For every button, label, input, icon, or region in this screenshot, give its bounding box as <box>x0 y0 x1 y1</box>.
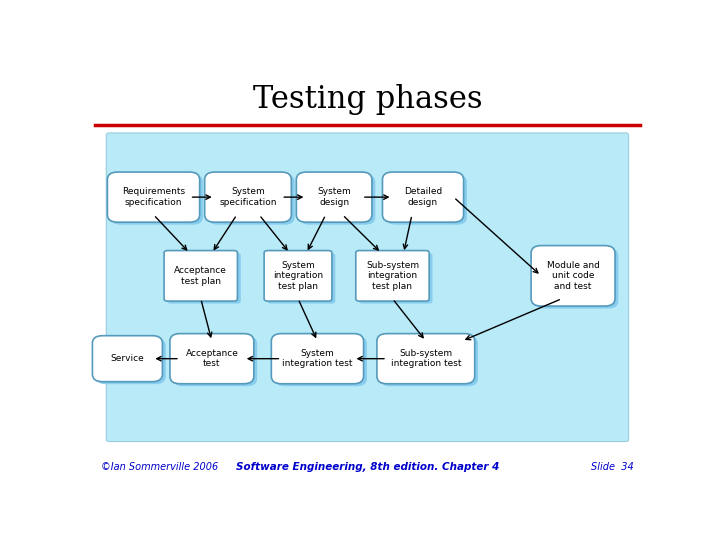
FancyBboxPatch shape <box>204 172 291 222</box>
FancyBboxPatch shape <box>267 253 336 303</box>
FancyBboxPatch shape <box>377 334 475 384</box>
Text: Module and
unit code
and test: Module and unit code and test <box>546 261 599 291</box>
FancyBboxPatch shape <box>531 245 615 306</box>
Text: ©Ian Sommerville 2006: ©Ian Sommerville 2006 <box>100 462 218 472</box>
Text: Software Engineering, 8th edition. Chapter 4: Software Engineering, 8th edition. Chapt… <box>236 462 499 472</box>
FancyBboxPatch shape <box>359 253 432 303</box>
Text: System
design: System design <box>317 187 351 207</box>
Text: System
integration test: System integration test <box>282 349 353 369</box>
Text: System
specification: System specification <box>219 187 277 207</box>
FancyBboxPatch shape <box>174 336 257 386</box>
FancyBboxPatch shape <box>92 336 163 381</box>
Text: Testing phases: Testing phases <box>252 84 483 115</box>
FancyBboxPatch shape <box>380 336 478 386</box>
FancyBboxPatch shape <box>108 172 199 222</box>
FancyBboxPatch shape <box>275 336 367 386</box>
FancyBboxPatch shape <box>300 174 375 225</box>
FancyBboxPatch shape <box>168 253 241 303</box>
FancyBboxPatch shape <box>271 334 364 384</box>
Text: Slide  34: Slide 34 <box>592 462 634 472</box>
FancyBboxPatch shape <box>170 334 254 384</box>
Text: Detailed
design: Detailed design <box>404 187 442 207</box>
Text: Acceptance
test plan: Acceptance test plan <box>174 266 227 286</box>
Text: System
integration
test plan: System integration test plan <box>273 261 323 291</box>
Text: Sub-system
integration
test plan: Sub-system integration test plan <box>366 261 419 291</box>
FancyBboxPatch shape <box>534 248 618 309</box>
FancyBboxPatch shape <box>264 251 332 301</box>
FancyBboxPatch shape <box>386 174 467 225</box>
Text: Requirements
specification: Requirements specification <box>122 187 185 207</box>
FancyBboxPatch shape <box>356 251 429 301</box>
Text: Sub-system
integration test: Sub-system integration test <box>391 349 461 369</box>
Text: Acceptance
test: Acceptance test <box>186 349 238 369</box>
FancyBboxPatch shape <box>106 133 629 442</box>
FancyBboxPatch shape <box>164 251 237 301</box>
FancyBboxPatch shape <box>296 172 372 222</box>
FancyBboxPatch shape <box>110 174 203 225</box>
FancyBboxPatch shape <box>96 338 166 384</box>
FancyBboxPatch shape <box>208 174 295 225</box>
FancyBboxPatch shape <box>382 172 464 222</box>
Text: Service: Service <box>110 354 144 363</box>
